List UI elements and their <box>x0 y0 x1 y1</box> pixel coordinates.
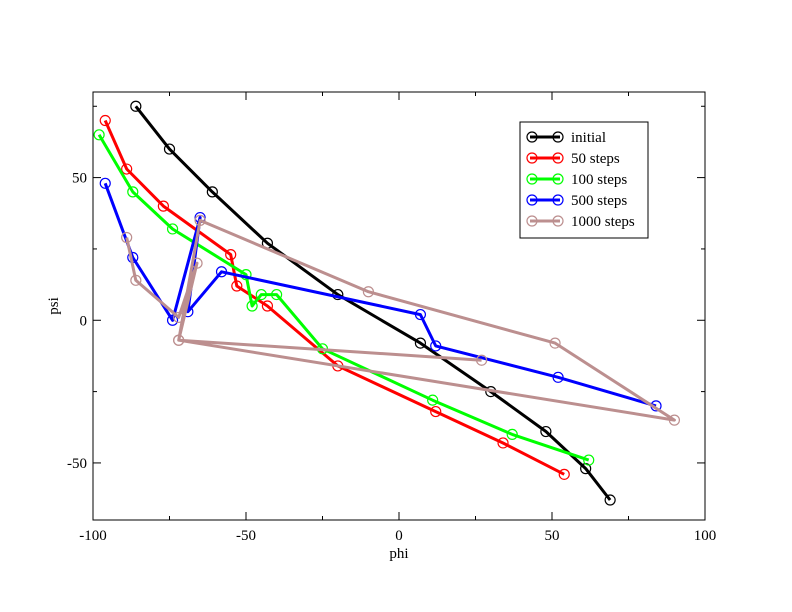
data-point <box>93 129 105 141</box>
legend-label: 100 steps <box>571 172 627 188</box>
data-point <box>558 468 570 480</box>
legend-swatch-marker <box>552 173 564 185</box>
legend-swatch-marker <box>552 215 564 227</box>
legend-swatch-marker <box>552 152 564 164</box>
data-point <box>173 311 185 324</box>
data-point <box>362 286 374 298</box>
x-tick-label: 50 <box>545 528 560 544</box>
data-point <box>246 300 258 312</box>
data-point <box>549 337 561 349</box>
data-point <box>99 114 111 127</box>
data-point <box>414 308 427 321</box>
legend-label: initial <box>571 130 606 146</box>
series-1000-steps <box>121 214 681 426</box>
legend-item: 100 steps <box>526 172 627 188</box>
legend-label: 1000 steps <box>571 214 635 230</box>
legend-swatch-marker <box>526 152 538 164</box>
data-point <box>261 300 274 312</box>
data-point <box>255 288 267 301</box>
data-point <box>427 394 439 406</box>
legend-swatch-marker <box>552 131 564 143</box>
legend-swatch-marker <box>552 194 564 206</box>
data-point <box>157 200 169 212</box>
data-point <box>604 494 616 506</box>
legend-item: 500 steps <box>526 193 627 209</box>
data-point <box>163 143 176 155</box>
data-point <box>166 314 179 326</box>
legend-swatch-marker <box>526 194 538 206</box>
series-line <box>134 105 612 501</box>
data-point <box>506 428 518 440</box>
x-tick-label: 0 <box>395 528 403 544</box>
data-point <box>130 100 142 112</box>
data-point <box>583 454 595 466</box>
data-point <box>271 288 283 301</box>
data-point <box>215 266 228 278</box>
data-point <box>668 414 681 426</box>
data-point <box>540 425 552 438</box>
y-axis-label: psi <box>46 297 62 315</box>
data-point <box>414 337 427 349</box>
data-point <box>130 274 142 286</box>
y-tick-label: 50 <box>72 171 87 187</box>
series-100-steps <box>93 129 595 466</box>
data-point <box>497 437 509 449</box>
x-tick-label: -100 <box>79 528 107 544</box>
data-point <box>173 334 185 346</box>
series-layer <box>93 100 681 506</box>
series-initial <box>130 100 616 506</box>
y-tick-label: -50 <box>67 456 87 472</box>
data-point <box>121 231 133 244</box>
legend: initial 50 steps 100 steps 500 steps 1000 st… <box>519 121 649 239</box>
legend-item: 50 steps <box>526 151 620 167</box>
series-line <box>97 134 590 462</box>
series-50-steps <box>99 114 570 480</box>
legend-label: 500 steps <box>571 193 627 209</box>
legend-label: 50 steps <box>571 151 620 167</box>
legend-swatch-marker <box>526 131 538 143</box>
legend-item: initial <box>526 130 606 146</box>
axis-ticks: -100 -50 0 50 100 -50 0 50 <box>67 92 716 544</box>
data-point <box>166 223 179 235</box>
series-line <box>125 218 676 422</box>
legend-swatch-marker <box>526 173 538 185</box>
data-point <box>231 280 243 292</box>
data-point <box>99 177 111 189</box>
series-line <box>103 182 657 408</box>
data-point <box>225 249 237 261</box>
data-point <box>127 186 139 198</box>
y-tick-label: 0 <box>80 313 88 329</box>
legend-item: 1000 steps <box>526 214 635 230</box>
data-point <box>430 405 442 418</box>
data-point <box>476 354 488 366</box>
data-point <box>430 340 442 352</box>
data-point <box>191 257 203 269</box>
x-axis-label: phi <box>389 546 408 562</box>
data-point <box>121 163 133 175</box>
x-tick-label: -50 <box>236 528 256 544</box>
data-point <box>552 371 564 383</box>
x-tick-label: 100 <box>694 528 717 544</box>
data-point <box>206 186 218 198</box>
series-line <box>103 119 565 476</box>
data-point <box>194 214 206 226</box>
legend-swatch-marker <box>526 215 538 227</box>
